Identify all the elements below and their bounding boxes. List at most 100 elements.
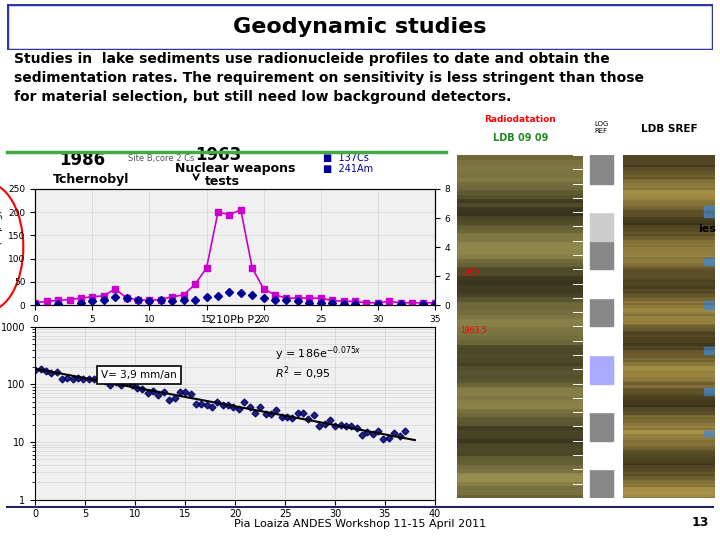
Bar (623, 258, 715, 262)
Bar (623, 399, 715, 403)
Bar (623, 418, 715, 422)
Bar (623, 383, 715, 387)
Bar (623, 266, 715, 269)
Bar (623, 174, 715, 178)
Bar (457, 356, 583, 361)
Bar (457, 365, 583, 369)
Bar (457, 395, 583, 399)
Bar (457, 330, 583, 335)
Bar (623, 155, 715, 159)
Bar (623, 422, 715, 426)
Bar (457, 476, 583, 481)
Bar (623, 242, 715, 246)
Bar (457, 258, 583, 262)
Bar (457, 219, 583, 224)
Bar (457, 172, 583, 177)
Bar (457, 215, 583, 219)
Bar (623, 380, 715, 383)
Bar (590, 326, 613, 355)
Bar (623, 368, 715, 372)
Bar (457, 211, 583, 215)
Title: 210Pb P2: 210Pb P2 (209, 314, 261, 325)
Bar (623, 361, 715, 365)
Bar (457, 301, 583, 305)
Text: 1963: 1963 (195, 146, 241, 164)
Bar (623, 227, 715, 231)
Bar (623, 220, 715, 224)
Bar (457, 181, 583, 185)
Bar (623, 448, 715, 452)
Text: Radiodatation: Radiodatation (485, 115, 556, 124)
Bar (457, 326, 583, 330)
Bar (457, 275, 583, 279)
Bar (623, 357, 715, 361)
Bar (457, 374, 583, 378)
Bar (623, 475, 715, 479)
Bar (623, 338, 715, 342)
Bar (623, 376, 715, 380)
Bar (457, 241, 583, 245)
Bar (623, 441, 715, 444)
Bar (623, 322, 715, 326)
Bar (457, 463, 583, 468)
Text: V= 3,9 mm/an: V= 3,9 mm/an (102, 370, 177, 380)
Bar (457, 262, 583, 266)
Bar (457, 434, 583, 438)
Bar (457, 468, 583, 472)
Bar (457, 254, 583, 258)
Bar (623, 490, 715, 494)
Bar (704, 206, 715, 217)
Bar (623, 372, 715, 376)
Bar (623, 494, 715, 498)
Bar (704, 301, 715, 309)
Text: $R^2$ = 0,95: $R^2$ = 0,95 (275, 364, 331, 382)
Text: Site B,core 2 Cs: Site B,core 2 Cs (127, 154, 194, 164)
Bar (623, 239, 715, 242)
Bar (623, 300, 715, 303)
Bar (623, 235, 715, 239)
Bar (457, 494, 583, 498)
Bar (457, 425, 583, 429)
Bar (623, 364, 715, 368)
Bar (623, 391, 715, 395)
Bar (457, 472, 583, 476)
Bar (623, 483, 715, 487)
Bar (623, 334, 715, 338)
Bar (457, 271, 583, 275)
Bar (623, 353, 715, 357)
Bar (623, 429, 715, 433)
Bar (623, 326, 715, 330)
Bar (623, 285, 715, 288)
Bar (590, 383, 613, 412)
Bar (457, 369, 583, 374)
Bar (623, 216, 715, 220)
Bar (623, 346, 715, 349)
Bar (457, 460, 583, 463)
Bar (623, 185, 715, 189)
Bar (623, 395, 715, 399)
Bar (457, 232, 583, 237)
Bar (457, 245, 583, 249)
Bar (457, 412, 583, 416)
Bar (623, 479, 715, 483)
Bar (623, 197, 715, 201)
Bar (623, 433, 715, 437)
Text: 1986: 1986 (59, 151, 105, 169)
Bar (590, 469, 613, 498)
Text: ies: ies (698, 225, 716, 234)
Bar (457, 292, 583, 296)
Bar (623, 463, 715, 468)
Bar (623, 224, 715, 227)
Bar (457, 202, 583, 206)
Bar (623, 460, 715, 463)
Bar (623, 193, 715, 197)
Bar (457, 451, 583, 455)
Bar (623, 190, 715, 193)
Bar (457, 343, 583, 348)
Bar (590, 269, 613, 298)
Bar (457, 387, 583, 391)
Text: Geodynamic studies: Geodynamic studies (233, 17, 487, 37)
Bar (623, 437, 715, 441)
Bar (457, 206, 583, 211)
Bar (623, 166, 715, 170)
